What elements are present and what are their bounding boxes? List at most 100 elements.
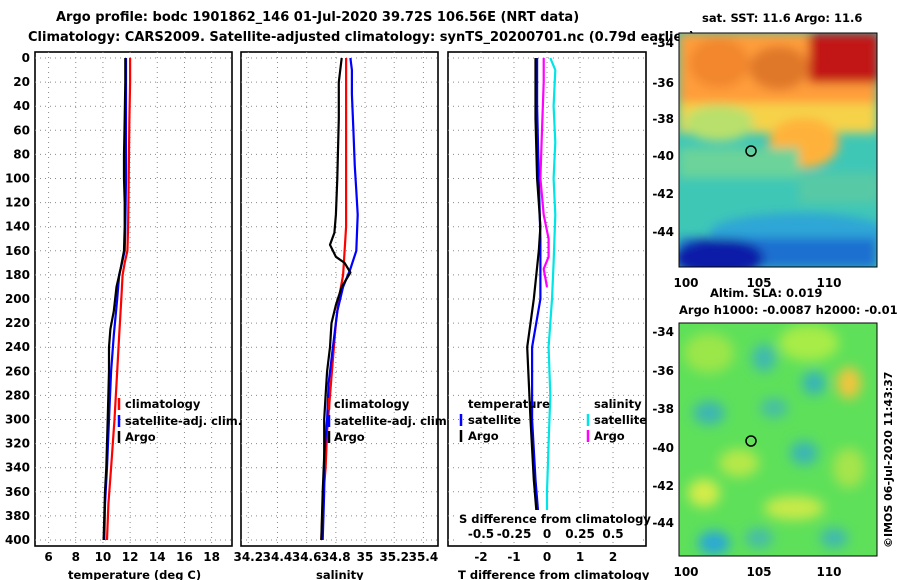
svg-text:-34: -34 bbox=[652, 325, 674, 339]
sst-map-image bbox=[679, 33, 877, 267]
profile-line-argo bbox=[320, 57, 352, 541]
svg-text:-38: -38 bbox=[652, 402, 674, 416]
legend-climatology-label: climatology bbox=[125, 397, 201, 411]
temperature-plot-frame bbox=[34, 51, 233, 547]
salinity-profiles bbox=[320, 57, 359, 541]
sla-map-title-line1: Altim. SLA: 0.019 bbox=[710, 286, 822, 300]
argo-float-marker bbox=[745, 435, 757, 447]
figure-title-line1: Argo profile: bodc 1901862_146 01-Jul-20… bbox=[56, 10, 579, 25]
temperature-x-tick-labels: 6 8 10 12 14 16 18 bbox=[44, 550, 220, 564]
svg-text:-36: -36 bbox=[652, 364, 674, 378]
depth-tick-label: 280 bbox=[5, 388, 30, 402]
legend-s-satellite-label: satellite bbox=[594, 413, 647, 427]
sla-map-title-line2: Argo h1000: -0.0087 h2000: -0.01 bbox=[679, 303, 898, 317]
s-tick-label: 0.25 bbox=[565, 527, 595, 541]
depth-tick-label: 120 bbox=[5, 196, 30, 210]
legend-salinity-heading: salinity bbox=[594, 397, 642, 411]
profile-line-argo bbox=[102, 58, 127, 541]
depth-tick-label: 320 bbox=[5, 437, 30, 451]
svg-text:-44: -44 bbox=[652, 516, 674, 530]
x-tick-label: 35.4 bbox=[409, 550, 439, 564]
depth-tick-label: 260 bbox=[5, 364, 30, 378]
s-tick-label: -0.5 bbox=[468, 527, 494, 541]
x-tick-label: 34.2 bbox=[233, 550, 263, 564]
legend-t-argo-label: Argo bbox=[468, 429, 499, 443]
sst-map-ticks: -34 -36 -38 -40 -42 -44 100 105 110 bbox=[652, 36, 841, 290]
s-tick-label: -0.25 bbox=[497, 527, 532, 541]
x-tick-label: 34.6 bbox=[292, 550, 322, 564]
x-tick-label: 8 bbox=[72, 550, 80, 564]
depth-tick-label: 400 bbox=[5, 533, 30, 547]
x-tick-label: 34.8 bbox=[321, 550, 351, 564]
s-difference-tick-labels: -0.5 -0.25 0 0.25 0.5 bbox=[468, 527, 624, 541]
salinity-x-tick-labels: 34.2 34.4 34.6 34.8 35 35.2 35.4 bbox=[233, 550, 438, 564]
profile-line-temperature-satellite bbox=[530, 58, 542, 541]
depth-tick-label: 20 bbox=[13, 75, 30, 89]
difference-legend: temperature satellite Argo salinity sate… bbox=[459, 397, 647, 443]
x-tick-label: 35.2 bbox=[379, 550, 409, 564]
legend-argo-label: Argo bbox=[125, 430, 156, 444]
depth-tick-label: 100 bbox=[5, 172, 30, 186]
temperature-x-axis-label: temperature (deg C) bbox=[68, 568, 201, 580]
x-tick-label: 12 bbox=[122, 550, 139, 564]
sst-map: sat. SST: 11.6 Argo: 11.6 bbox=[652, 11, 878, 290]
x-tick-label: 16 bbox=[176, 550, 193, 564]
sla-map-image bbox=[679, 323, 877, 556]
svg-text:-44: -44 bbox=[652, 225, 674, 239]
depth-tick-label: 80 bbox=[13, 147, 30, 161]
s-tick-label: 0.5 bbox=[602, 527, 623, 541]
depth-tick-label: 200 bbox=[5, 292, 30, 306]
depth-tick-label: 40 bbox=[13, 99, 30, 113]
s-tick-label: 0 bbox=[543, 527, 551, 541]
difference-profiles bbox=[526, 57, 557, 541]
legend-climatology-label: climatology bbox=[334, 397, 410, 411]
argo-float-marker bbox=[745, 145, 757, 157]
depth-tick-label: 340 bbox=[5, 461, 30, 475]
svg-text:110: 110 bbox=[816, 565, 841, 579]
x-tick-label: 1 bbox=[576, 550, 584, 564]
salinity-panel: 34.2 34.4 34.6 34.8 35 35.2 35.4 salinity clim… bbox=[233, 51, 451, 580]
salinity-x-axis-label: salinity bbox=[316, 568, 364, 580]
sst-map-title: sat. SST: 11.6 Argo: 11.6 bbox=[702, 11, 862, 25]
difference-panel: -2 -1 0 1 2 S difference from climatology -0… bbox=[447, 51, 651, 580]
x-tick-label: 2 bbox=[609, 550, 617, 564]
legend-satellite-label: satellite-adj. clim. bbox=[125, 414, 242, 428]
depth-tick-label: 240 bbox=[5, 340, 30, 354]
x-tick-label: 34.4 bbox=[263, 550, 293, 564]
depth-tick-label: 360 bbox=[5, 485, 30, 499]
sst-map-frame bbox=[678, 32, 878, 268]
profile-line-satellite-adj-clim- bbox=[321, 57, 359, 541]
svg-text:100: 100 bbox=[673, 565, 698, 579]
svg-text:-40: -40 bbox=[652, 149, 674, 163]
x-tick-label: 0 bbox=[543, 550, 551, 564]
figure-title-line2: Climatology: CARS2009. Satellite-adjuste… bbox=[28, 30, 695, 45]
depth-tick-label: 140 bbox=[5, 220, 30, 234]
depth-tick-label: 0 bbox=[22, 51, 30, 65]
depth-tick-label: 220 bbox=[5, 316, 30, 330]
legend-argo-label: Argo bbox=[334, 430, 365, 444]
s-axis-backdrop bbox=[455, 510, 641, 542]
svg-text:100: 100 bbox=[673, 276, 698, 290]
depth-tick-label: 60 bbox=[13, 123, 30, 137]
x-tick-label: 6 bbox=[44, 550, 52, 564]
x-tick-label: -2 bbox=[474, 550, 487, 564]
legend-t-satellite-label: satellite bbox=[468, 413, 521, 427]
x-tick-label: 18 bbox=[203, 550, 220, 564]
sla-map-frame bbox=[678, 322, 878, 557]
svg-text:110: 110 bbox=[816, 276, 841, 290]
svg-text:-42: -42 bbox=[652, 479, 674, 493]
watermark: ©IMOS 06-Jul-2020 11:43:37 bbox=[882, 372, 895, 548]
svg-text:-36: -36 bbox=[652, 76, 674, 90]
depth-tick-label: 160 bbox=[5, 244, 30, 258]
t-difference-x-axis-label: T difference from climatology bbox=[458, 568, 650, 580]
svg-text:-42: -42 bbox=[652, 187, 674, 201]
sla-map-ticks: -34 -36 -38 -40 -42 -44 100 105 110 bbox=[652, 325, 841, 579]
temperature-profiles bbox=[102, 58, 132, 541]
x-tick-label: 35 bbox=[357, 550, 374, 564]
profile-line-salinity-satellite bbox=[545, 57, 557, 540]
x-tick-label: 14 bbox=[149, 550, 166, 564]
depth-tick-labels: 0 20 40 60 80 100 120 140 160 180 200 220 240 260 280 3… bbox=[5, 51, 30, 547]
x-tick-label: -1 bbox=[507, 550, 520, 564]
profile-line-temperature-argo bbox=[526, 58, 542, 541]
